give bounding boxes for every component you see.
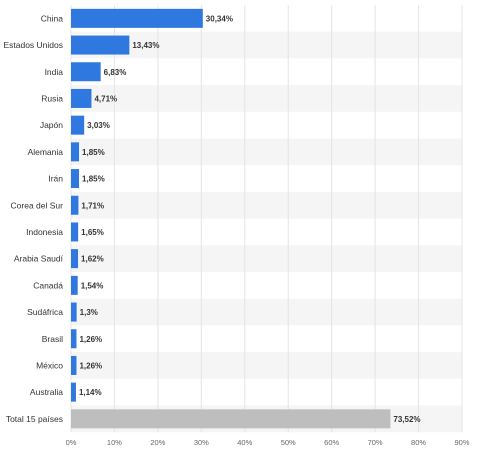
row-band [71, 191, 462, 219]
category-label: Irán [48, 174, 63, 184]
bar [71, 62, 101, 82]
bar [71, 222, 79, 242]
value-label: 13,43% [132, 41, 159, 50]
row-band [71, 298, 462, 326]
x-tick-label: 50% [281, 438, 296, 447]
category-labels: China Estados Unidos India Rusia Japón Aleman… [3, 13, 63, 424]
bar [71, 382, 76, 402]
value-label: 1,54% [81, 281, 104, 290]
x-tick-label: 10% [107, 438, 122, 447]
value-label: 1,85% [82, 175, 105, 184]
category-label: Brasil [42, 334, 63, 344]
value-label: 1,3% [80, 308, 98, 317]
bar [71, 329, 77, 349]
category-label: Rusia [41, 93, 63, 103]
value-label: 1,26% [79, 335, 102, 344]
x-axis-ticks: 0% 10% 20% 30% 40% 50% 60% 70% 80% 90% [66, 438, 470, 447]
value-label: 1,65% [81, 228, 104, 237]
value-labels: 30,34% 13,43% 6,83% 4,71% 3,03% 1,85% 1,85% 1,7… [79, 14, 421, 424]
x-tick-label: 80% [411, 438, 426, 447]
x-tick-label: 0% [66, 438, 77, 447]
row-band [71, 138, 462, 166]
category-label: Corea del Sur [11, 200, 64, 210]
value-label: 30,34% [206, 14, 233, 23]
category-label: Australia [30, 387, 63, 397]
row-band [71, 245, 462, 272]
bar [71, 142, 80, 162]
category-label: Canadá [33, 280, 63, 290]
bars [71, 8, 391, 429]
row-band [71, 352, 462, 379]
value-label: 3,03% [87, 121, 110, 130]
value-label: 4,71% [94, 94, 117, 103]
x-tick-label: 90% [454, 438, 469, 447]
category-label: Alemania [28, 147, 64, 157]
category-label: Indonesia [26, 227, 63, 237]
bar [71, 409, 391, 429]
category-label: Sudáfrica [27, 307, 63, 317]
bar [71, 195, 79, 215]
bar [71, 35, 130, 55]
value-label: 1,26% [79, 361, 102, 370]
bar [71, 275, 78, 295]
x-tick-label: 30% [194, 438, 209, 447]
row-band [71, 85, 462, 112]
value-label: 73,52% [393, 415, 420, 424]
bar [71, 355, 77, 375]
value-label: 6,83% [104, 68, 127, 77]
category-label: México [36, 360, 63, 370]
gridlines [70, 5, 463, 433]
bar [71, 169, 80, 189]
x-tick-label: 60% [324, 438, 339, 447]
category-label: Arabia Saudí [14, 254, 64, 264]
bar [71, 115, 85, 135]
x-tick-label: 40% [237, 438, 252, 447]
category-label: Total 15 países [6, 414, 63, 424]
bar [71, 8, 203, 28]
x-tick-label: 70% [368, 438, 383, 447]
row-bands [71, 31, 462, 433]
value-label: 1,62% [81, 255, 104, 264]
bar [71, 302, 77, 322]
value-label: 1,14% [79, 388, 102, 397]
row-band [71, 31, 462, 59]
bar [71, 249, 79, 269]
category-label: Estados Unidos [3, 40, 63, 50]
category-label: China [41, 13, 63, 23]
x-tick-label: 20% [150, 438, 165, 447]
bar [71, 88, 92, 108]
category-label: India [45, 67, 64, 77]
value-label: 1,71% [81, 201, 104, 210]
value-label: 1,85% [82, 148, 105, 157]
category-label: Japón [40, 120, 63, 130]
